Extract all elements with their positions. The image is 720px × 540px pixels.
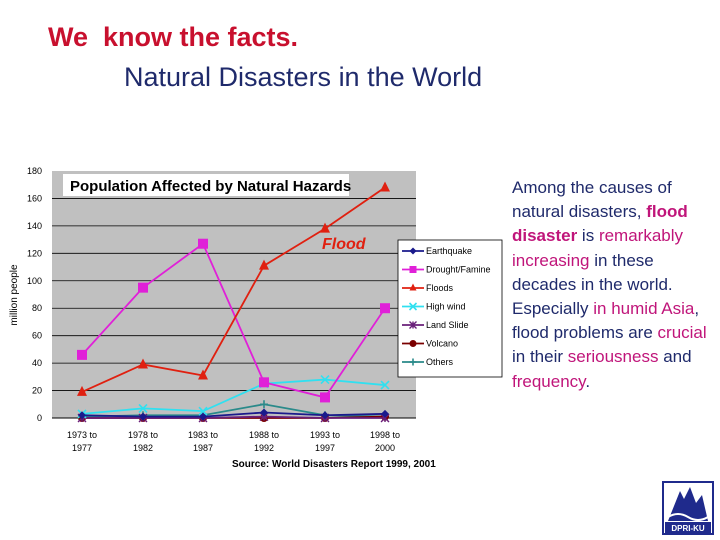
- side-description: Among the causes of natural disasters, f…: [512, 176, 717, 394]
- data-point: [78, 411, 86, 420]
- legend-item: High wind: [402, 302, 466, 312]
- disaster-line-chart: 0 20 40 60 80 100 120 140 160 180 1973 to 1977 1978…: [0, 155, 505, 475]
- x-tick-label: 1998 to 2000: [370, 430, 400, 453]
- slide-subtitle: Natural Disasters in the World: [124, 62, 483, 92]
- data-point: [260, 400, 268, 409]
- side-text-10: in their: [512, 347, 568, 367]
- data-point: [320, 222, 330, 233]
- x-tick-label: 1978 to 1982: [128, 430, 158, 453]
- data-point: [320, 375, 330, 385]
- chart-title: Population Affected by Natural Hazards: [70, 178, 351, 195]
- side-text-8: , flood problems are: [512, 299, 700, 343]
- legend-marker: [409, 266, 417, 273]
- legend-item: Floods: [402, 283, 454, 293]
- y-tick-label: 160: [27, 193, 42, 203]
- x-tick-label: 1973 to 1977: [67, 430, 97, 453]
- data-point: [138, 282, 148, 293]
- side-text-humid-asia: in humid Asia: [593, 299, 695, 319]
- legend-marker: [409, 321, 417, 329]
- side-text-flood-disaster: flood disaster: [512, 202, 688, 246]
- legend: Earthquake Drought/Famine Floods High wind L…: [397, 239, 503, 378]
- data-point: [381, 409, 389, 418]
- series-line: [81, 186, 386, 393]
- legend-label: Others: [426, 357, 454, 367]
- legend-label: Drought/Famine: [426, 265, 491, 275]
- series-drought-famine: [77, 238, 390, 403]
- side-text-frequency: frequency: [512, 371, 586, 391]
- legend-marker: [409, 358, 417, 366]
- legend-items: Earthquake Drought/Famine Floods High wind L…: [402, 246, 491, 367]
- side-text-14: .: [585, 371, 591, 391]
- y-tick-label: 40: [32, 358, 42, 368]
- y-tick-label: 180: [27, 166, 42, 176]
- flood-annotation: Flood: [322, 236, 367, 253]
- data-point: [77, 385, 87, 396]
- side-text-12: and: [658, 347, 692, 367]
- data-point: [380, 380, 390, 390]
- legend-marker: [409, 283, 417, 291]
- side-text-6: Especially: [512, 299, 594, 319]
- data-point: [198, 406, 208, 416]
- series-line: [81, 242, 386, 399]
- slide-title: We know the facts.: [48, 22, 299, 52]
- legend-label: Earthquake: [426, 246, 472, 256]
- legend-label: Land Slide: [426, 320, 469, 330]
- y-tick-label: 80: [32, 303, 42, 313]
- logo-text: DPRI-KU: [671, 524, 705, 533]
- data-point: [198, 238, 208, 249]
- y-tick-label: 140: [27, 221, 42, 231]
- data-point: [138, 403, 148, 413]
- data-point: [139, 412, 147, 421]
- data-point: [199, 412, 207, 421]
- y-tick-label: 100: [27, 276, 42, 286]
- y-tick-label: 0: [37, 413, 42, 423]
- x-tick-label: 1988 to 1992: [249, 430, 279, 453]
- series-line: [82, 415, 385, 419]
- legend-label: High wind: [426, 302, 466, 312]
- series-line: [81, 378, 386, 415]
- x-axis-ticks: 1973 to 1977 1978 to 1982 1983 to 1987 1988 to…: [67, 430, 400, 453]
- legend-item: Land Slide: [402, 320, 469, 330]
- legend-item: Drought/Famine: [402, 265, 491, 275]
- plot-area: [52, 171, 416, 418]
- data-point: [138, 358, 148, 369]
- side-text-5: in these decades in the world.: [512, 250, 673, 294]
- dpri-ku-logo: DPRI-KU: [662, 481, 714, 535]
- x-tick-label: 1983 to 1987: [188, 430, 218, 453]
- legend-marker: [409, 340, 417, 347]
- data-point: [321, 411, 329, 420]
- data-point: [77, 349, 87, 360]
- data-point: [380, 303, 390, 314]
- side-text-crucial: crucial: [657, 323, 707, 343]
- side-text-3: is: [577, 226, 599, 246]
- series-floods: [77, 181, 390, 396]
- chart-title-box: Population Affected by Natural Hazards: [63, 174, 351, 196]
- y-tick-label: 60: [32, 331, 42, 341]
- side-text-seriousness: seriousness: [567, 347, 659, 367]
- legend-item: Volcano: [402, 339, 458, 349]
- side-text-remarkably: remarkably increasing: [512, 226, 684, 270]
- series-earthquake: [78, 408, 389, 421]
- y-axis-ticks: 0 20 40 60 80 100 120 140 160 180: [27, 166, 42, 423]
- legend-label: Volcano: [426, 339, 458, 349]
- y-tick-label: 20: [32, 386, 42, 396]
- data-point: [259, 377, 269, 388]
- legend-item: Earthquake: [402, 246, 472, 256]
- data-point: [260, 408, 268, 417]
- series-line: [81, 411, 386, 418]
- legend-label: Floods: [426, 283, 454, 293]
- series-group: [77, 181, 390, 423]
- legend-marker: [409, 247, 417, 255]
- data-point: [320, 392, 330, 403]
- y-axis-label: million people: [9, 264, 20, 326]
- x-tick-label: 1993 to 1997: [310, 430, 340, 453]
- chart-source: Source: World Disasters Report 1999, 200…: [232, 459, 436, 470]
- data-point: [198, 369, 208, 380]
- y-tick-label: 120: [27, 248, 42, 258]
- data-point: [380, 181, 390, 192]
- data-point: [259, 259, 269, 270]
- side-text-1: Among the causes of natural disasters,: [512, 178, 672, 222]
- legend-marker: [408, 302, 418, 311]
- legend-item: Others: [402, 357, 454, 367]
